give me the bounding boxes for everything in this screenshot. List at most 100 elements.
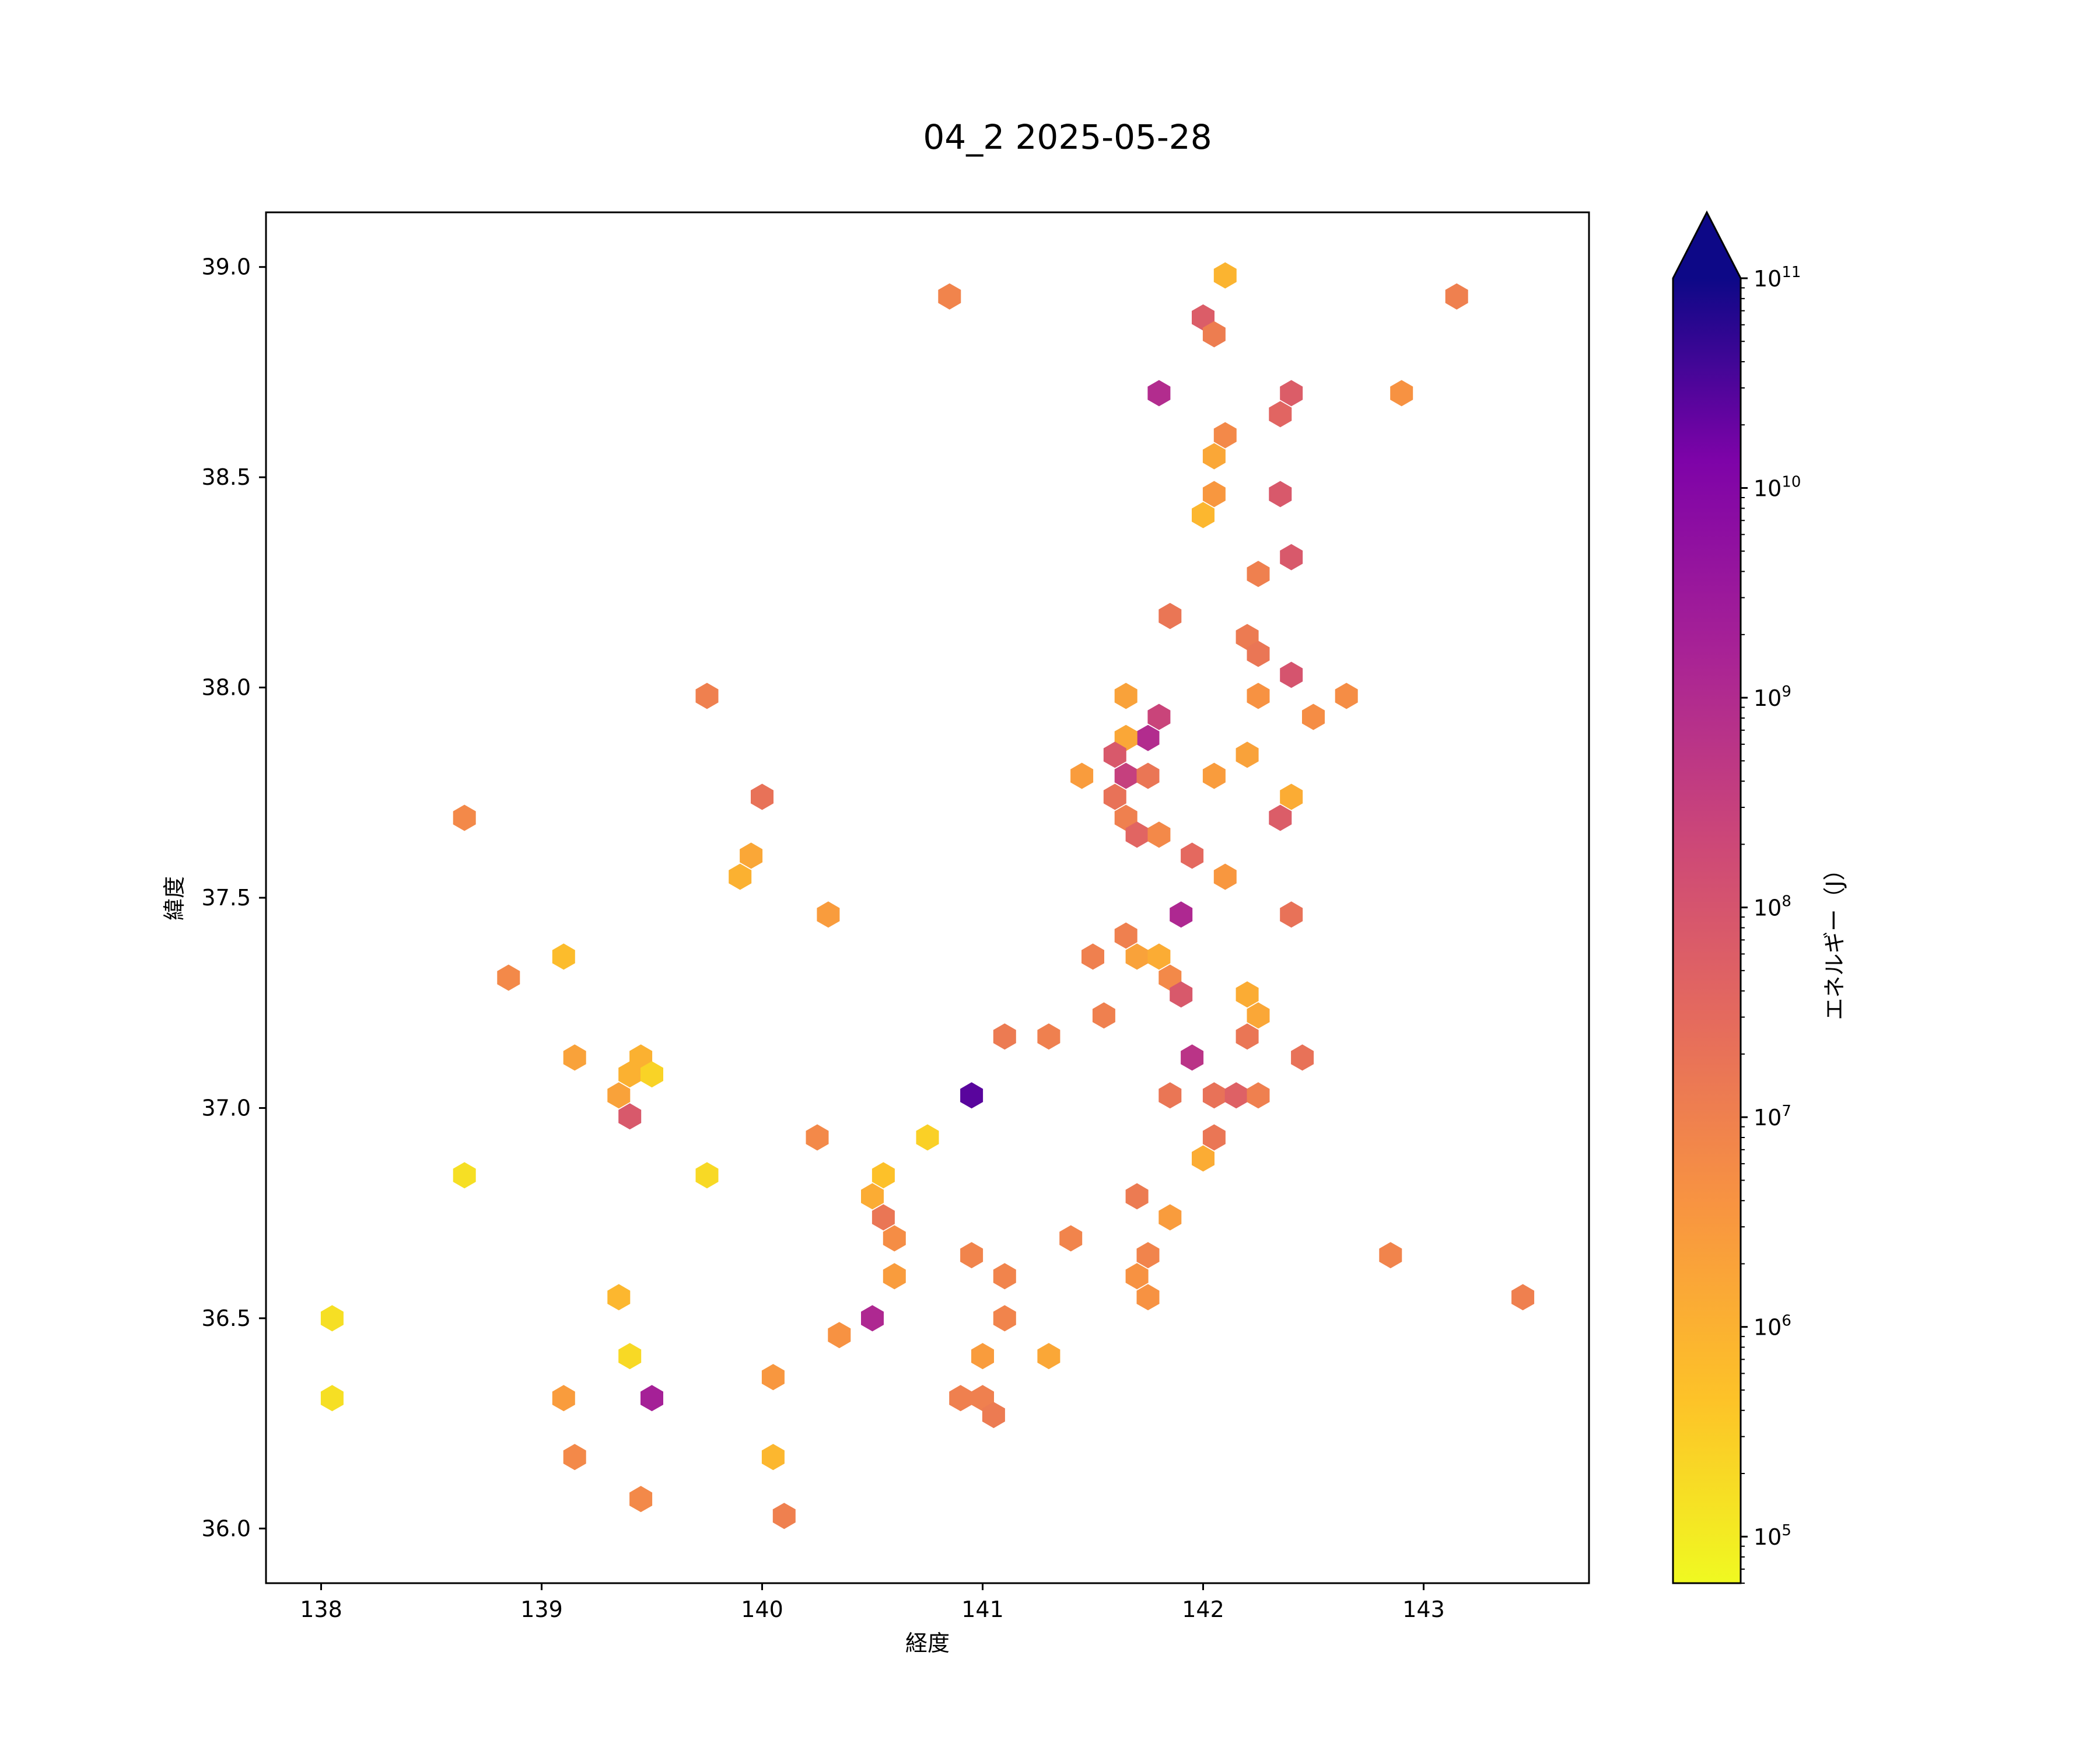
hexbin-cell xyxy=(1158,1082,1182,1109)
hexbin-cell xyxy=(1202,762,1226,789)
x-axis-ticks: 138 139 140 141 142 143 xyxy=(300,1583,1445,1622)
hexbin-cell xyxy=(1114,804,1138,831)
hexbin-cell xyxy=(1247,640,1270,667)
hexbin-cell xyxy=(1379,1242,1402,1269)
hexbin-cell xyxy=(453,804,476,831)
hexbin-cell xyxy=(1511,1284,1535,1311)
x-tick-label: 139 xyxy=(520,1597,563,1622)
x-tick-label: 143 xyxy=(1402,1597,1445,1622)
hexbin-cell xyxy=(1280,380,1303,407)
hexbin-cell xyxy=(1125,1183,1149,1210)
colorbar-frame xyxy=(1672,210,1742,1584)
hexbin-cell xyxy=(772,1503,796,1530)
hexbin-cell xyxy=(938,283,961,310)
hexbin-cell xyxy=(1202,1082,1226,1109)
hexbin-cell xyxy=(1445,283,1468,310)
hexbin-cell xyxy=(563,1044,586,1071)
colorbar-tick-label: 109 xyxy=(1754,683,1791,711)
hexbin-cell xyxy=(1103,783,1126,810)
hexbin-cell xyxy=(1136,724,1160,751)
colorbar-tick-base: 10 xyxy=(1754,476,1782,502)
hexbin-cell xyxy=(1114,762,1138,789)
hexbin-cell xyxy=(453,1162,476,1189)
hexbin-cell xyxy=(971,1385,994,1412)
hexbin-cell xyxy=(1280,783,1303,810)
hexbin-cell xyxy=(640,1061,663,1088)
hexbin-cell xyxy=(993,1263,1016,1290)
y-tick-label: 38.5 xyxy=(201,464,251,490)
hexbin-cell xyxy=(883,1225,906,1252)
hexbin-cell xyxy=(1136,1284,1160,1311)
hexbin-cell xyxy=(960,1082,984,1109)
colorbar-tick-base: 10 xyxy=(1754,685,1782,711)
hexbin-cell xyxy=(1147,380,1171,407)
hexbin-cell xyxy=(1202,443,1226,470)
y-tick-label: 37.0 xyxy=(201,1095,251,1121)
hexbin-cell xyxy=(1213,422,1237,449)
hexbin-cell xyxy=(949,1385,972,1412)
hexbin-cell xyxy=(1170,981,1193,1008)
x-axis-label: 経度 xyxy=(905,1630,950,1656)
hexbin-cell xyxy=(971,1343,994,1370)
hexbin-cell xyxy=(1269,481,1292,508)
hexbin-cell xyxy=(563,1444,586,1471)
hexbin-cell xyxy=(960,1242,984,1269)
colorbar-tick-exponent: 6 xyxy=(1782,1312,1791,1330)
hexbin-cell xyxy=(320,1305,344,1332)
hexbin-cell xyxy=(629,1486,653,1513)
hexbin-cell xyxy=(1147,943,1171,970)
hexbin-cell xyxy=(607,1284,631,1311)
colorbar-tick-base: 10 xyxy=(1754,895,1782,921)
colorbar-tick-exponent: 10 xyxy=(1782,474,1801,491)
colorbar-tick-exponent: 8 xyxy=(1782,893,1791,911)
hexbin-cell xyxy=(618,1061,642,1088)
hexbin-cell xyxy=(1125,943,1149,970)
colorbar-tick-exponent: 5 xyxy=(1782,1522,1791,1539)
hexbin-cell xyxy=(1158,1204,1182,1231)
hexbin-cell xyxy=(1280,544,1303,570)
colorbar-tick-base: 10 xyxy=(1754,1524,1782,1550)
hexbin-cell xyxy=(1114,682,1138,709)
hexbin-cell xyxy=(1280,662,1303,688)
hexbin-cell xyxy=(751,783,774,810)
hexbin-cell xyxy=(1092,1002,1115,1029)
x-tick-label: 141 xyxy=(961,1597,1004,1622)
colorbar-label: エネルギー（J） xyxy=(1822,858,1847,1020)
hexbin-cell xyxy=(1236,981,1259,1008)
hexbin-cell xyxy=(1247,1082,1270,1109)
hexbin-cell xyxy=(761,1444,785,1471)
hexbin-cell xyxy=(1213,262,1237,289)
hexbin-cell xyxy=(872,1162,895,1189)
hexbin-cell xyxy=(1114,724,1138,751)
hexbin-cell xyxy=(883,1263,906,1290)
hexbin-cell xyxy=(552,943,575,970)
chart-title: 04_2 2025-05-28 xyxy=(923,117,1212,157)
hexbin-cell xyxy=(607,1082,631,1109)
hexbin-cell xyxy=(1390,380,1413,407)
hexbin-cell xyxy=(1136,762,1160,789)
hexbin-cell xyxy=(552,1385,575,1412)
hexbin-cell xyxy=(1082,943,1104,970)
colorbar xyxy=(1673,278,1741,1583)
hexbin-cell xyxy=(1192,1145,1214,1172)
hexbin-cell xyxy=(1247,1002,1270,1029)
hexbin-cell xyxy=(993,1305,1016,1332)
hexbin-cell xyxy=(1103,741,1126,768)
y-tick-label: 36.5 xyxy=(201,1306,251,1331)
hexbin-cell xyxy=(618,1103,642,1130)
hexbin-cell xyxy=(1125,1263,1149,1290)
hexbin-cell xyxy=(1302,704,1325,730)
hexbin-cell xyxy=(729,863,752,890)
y-tick-label: 37.5 xyxy=(201,885,251,911)
hexbin-cell xyxy=(1269,401,1292,428)
hexbin-cell xyxy=(1037,1023,1060,1050)
hexbin-cell xyxy=(740,842,763,869)
hexbin-cell xyxy=(1202,481,1226,508)
hexbin-cell xyxy=(1170,901,1193,928)
hexbin-cell xyxy=(695,682,719,709)
hexbin-cell xyxy=(618,1343,642,1370)
colorbar-tick-exponent: 9 xyxy=(1782,683,1791,701)
hexbin-cell xyxy=(1202,1124,1226,1151)
hexbin-cell xyxy=(828,1322,851,1349)
